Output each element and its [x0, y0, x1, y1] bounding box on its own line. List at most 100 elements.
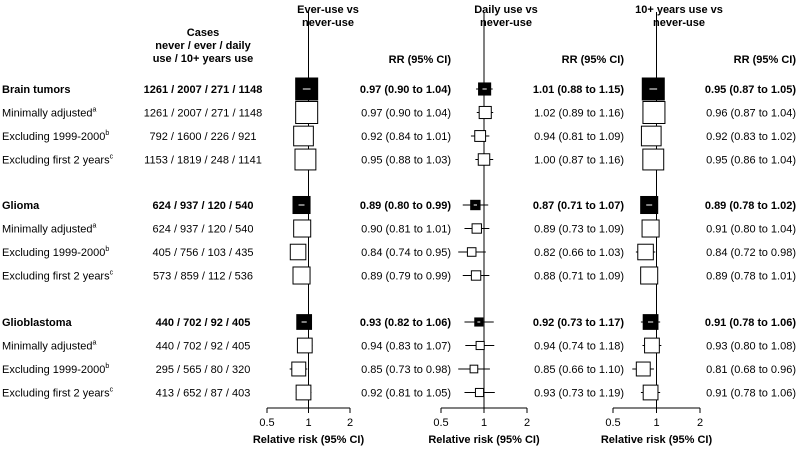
ci-value-text: 0.85 (0.73 to 0.98) [361, 364, 451, 376]
point-estimate-square [291, 361, 307, 377]
point-estimate-square [477, 153, 491, 166]
row-label-text: Excluding first 2 years [2, 155, 110, 167]
ci-value-text: 0.93 (0.80 to 1.08) [706, 341, 796, 353]
row-label: Excluding 1999-2000b [2, 246, 109, 259]
ci-value-text: 0.95 (0.87 to 1.05) [705, 84, 796, 96]
row-label-text: Excluding first 2 years [2, 271, 110, 283]
point-estimate-square [474, 387, 485, 398]
row-cases: 1261 / 2007 / 271 / 1148 [144, 108, 262, 120]
point-estimate-square [642, 101, 666, 124]
ci-value-text: 0.89 (0.78 to 1.01) [706, 271, 796, 283]
row-label-text: Excluding 1999-2000 [2, 247, 105, 259]
row-label-text: Glioma [2, 200, 40, 212]
x-tick-label: 0.5 [259, 417, 274, 429]
x-axis-label: Relative risk (95% CI) [601, 434, 713, 446]
point-estimate-square [289, 243, 307, 261]
ci-value-text: 0.93 (0.73 to 1.19) [534, 388, 624, 400]
row-label: Excluding 1999-2000b [2, 363, 109, 376]
row-cases: 624 / 937 / 120 / 540 [153, 200, 254, 212]
point-estimate-square [293, 219, 312, 238]
ci-value-text: 1.01 (0.88 to 1.15) [533, 84, 624, 96]
row-label-text: Excluding 1999-2000 [2, 131, 105, 143]
point-estimate-square [293, 125, 314, 147]
x-tick-label: 2 [697, 417, 703, 429]
row-cases: 440 / 702 / 92 / 405 [156, 341, 251, 353]
ci-value-text: 1.00 (0.87 to 1.16) [534, 155, 624, 167]
row-cases: 624 / 937 / 120 / 540 [153, 224, 254, 236]
point-estimate-square [292, 266, 311, 285]
row-label: Minimally adjusteda [2, 223, 96, 236]
row-cases: 295 / 565 / 80 / 320 [156, 364, 251, 376]
row-label-superscript: a [92, 223, 96, 230]
ci-value-text: 0.89 (0.78 to 1.02) [705, 200, 796, 212]
panel-title-line: 10+ years use vs [635, 4, 723, 16]
row-cases: 573 / 859 / 112 / 536 [153, 271, 253, 283]
ci-value-text: 0.94 (0.74 to 1.18) [534, 341, 624, 353]
cases-header-line: use / 10+ years use [153, 53, 254, 65]
point-estimate-square [469, 364, 479, 374]
point-estimate-square [296, 337, 313, 354]
row-label-superscript: c [110, 387, 114, 394]
row-label-text: Excluding 1999-2000 [2, 364, 105, 376]
point-estimate-square [471, 223, 482, 234]
ci-value-text: 0.92 (0.84 to 1.01) [361, 131, 451, 143]
ci-column-header: RR (95% CI) [389, 54, 452, 66]
row-label-superscript: c [110, 154, 114, 161]
row-label: Glioblastoma [2, 317, 73, 329]
ci-value-text: 0.94 (0.83 to 1.07) [361, 341, 451, 353]
ci-value-text: 0.85 (0.66 to 1.10) [534, 364, 624, 376]
row-label-superscript: b [105, 130, 109, 137]
point-estimate-square [642, 384, 659, 401]
ci-value-text: 0.95 (0.88 to 1.03) [361, 155, 451, 167]
row-label-superscript: b [105, 363, 109, 370]
point-estimate-square [642, 148, 665, 171]
row-cases: 1153 / 1819 / 248 / 1141 [144, 155, 262, 167]
point-estimate-square [294, 148, 317, 171]
x-tick-label: 0.5 [433, 417, 448, 429]
point-estimate-square [470, 270, 482, 281]
cases-header-line: never / ever / daily [155, 40, 251, 52]
row-cases: 440 / 702 / 92 / 405 [156, 317, 251, 329]
row-label: Minimally adjusteda [2, 340, 96, 353]
ci-column-header: RR (95% CI) [734, 54, 797, 66]
row-label-superscript: a [92, 340, 96, 347]
row-label-text: Minimally adjusted [2, 224, 92, 236]
ci-value-text: 0.90 (0.81 to 1.01) [361, 224, 451, 236]
cases-header-line: Cases [187, 27, 219, 39]
x-tick-label: 0.5 [605, 417, 620, 429]
point-estimate-square [635, 361, 651, 377]
ci-value-text: 0.89 (0.79 to 0.99) [361, 271, 451, 283]
row-label-text: Glioblastoma [2, 317, 73, 329]
ci-value-text: 0.89 (0.73 to 1.09) [534, 224, 624, 236]
row-label-text: Excluding first 2 years [2, 388, 110, 400]
ci-value-text: 0.81 (0.68 to 0.96) [706, 364, 796, 376]
ci-value-text: 0.93 (0.82 to 1.06) [360, 317, 451, 329]
ci-value-text: 0.97 (0.90 to 1.04) [360, 84, 451, 96]
point-estimate-square [295, 384, 312, 401]
point-estimate-square [640, 266, 659, 285]
x-tick-label: 1 [653, 417, 659, 429]
row-label: Excluding 1999-2000b [2, 130, 109, 143]
ci-value-text: 0.96 (0.87 to 1.04) [706, 108, 796, 120]
ci-value-text: 0.82 (0.66 to 1.03) [534, 247, 624, 259]
panel-title-line: never-use [653, 17, 705, 29]
point-estimate-square [295, 101, 319, 124]
point-estimate-square [644, 337, 660, 354]
ci-value-text: 0.92 (0.83 to 1.02) [706, 131, 796, 143]
row-label: Brain tumors [2, 84, 70, 96]
row-label-superscript: a [92, 107, 96, 114]
point-estimate-square [478, 105, 492, 120]
ci-value-text: 0.91 (0.78 to 1.06) [706, 388, 796, 400]
point-estimate-square [475, 340, 485, 351]
row-label-text: Minimally adjusted [2, 108, 92, 120]
row-label-text: Brain tumors [2, 84, 70, 96]
ci-column-header: RR (95% CI) [562, 54, 625, 66]
x-axis-label: Relative risk (95% CI) [428, 434, 540, 446]
point-estimate-square [637, 243, 654, 261]
row-label-superscript: b [105, 246, 109, 253]
point-estimate-square [474, 130, 487, 142]
x-tick-label: 2 [347, 417, 353, 429]
x-tick-label: 2 [524, 417, 530, 429]
ci-value-text: 0.88 (0.71 to 1.09) [534, 271, 624, 283]
